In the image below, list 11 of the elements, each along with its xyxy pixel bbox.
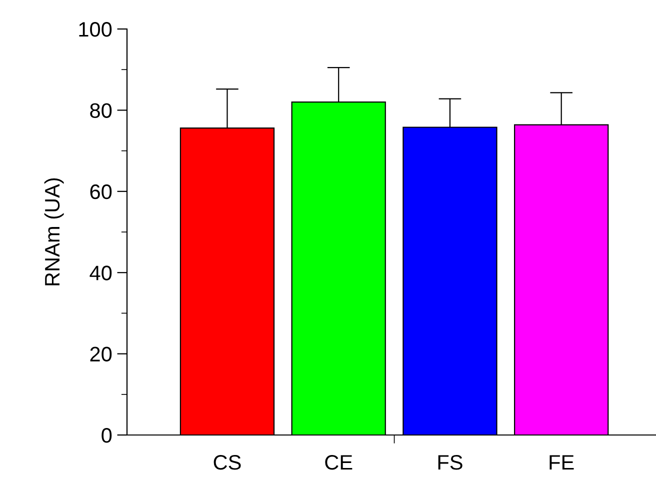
x-tick-label: CE: [325, 454, 352, 470]
x-tick-label: FS: [438, 454, 462, 470]
x-tick-label: CS: [214, 454, 241, 470]
y-tick-label: 100: [79, 22, 112, 37]
y-tick-label: 40: [90, 266, 112, 280]
y-tick-label: 80: [90, 103, 112, 118]
y-tick-label: 60: [90, 184, 112, 200]
y-axis-title: RNAm (UA): [44, 178, 64, 286]
y-tick-label: 0: [102, 428, 112, 443]
y-tick-label: 20: [90, 346, 112, 362]
x-tick-label: FE: [550, 455, 574, 470]
